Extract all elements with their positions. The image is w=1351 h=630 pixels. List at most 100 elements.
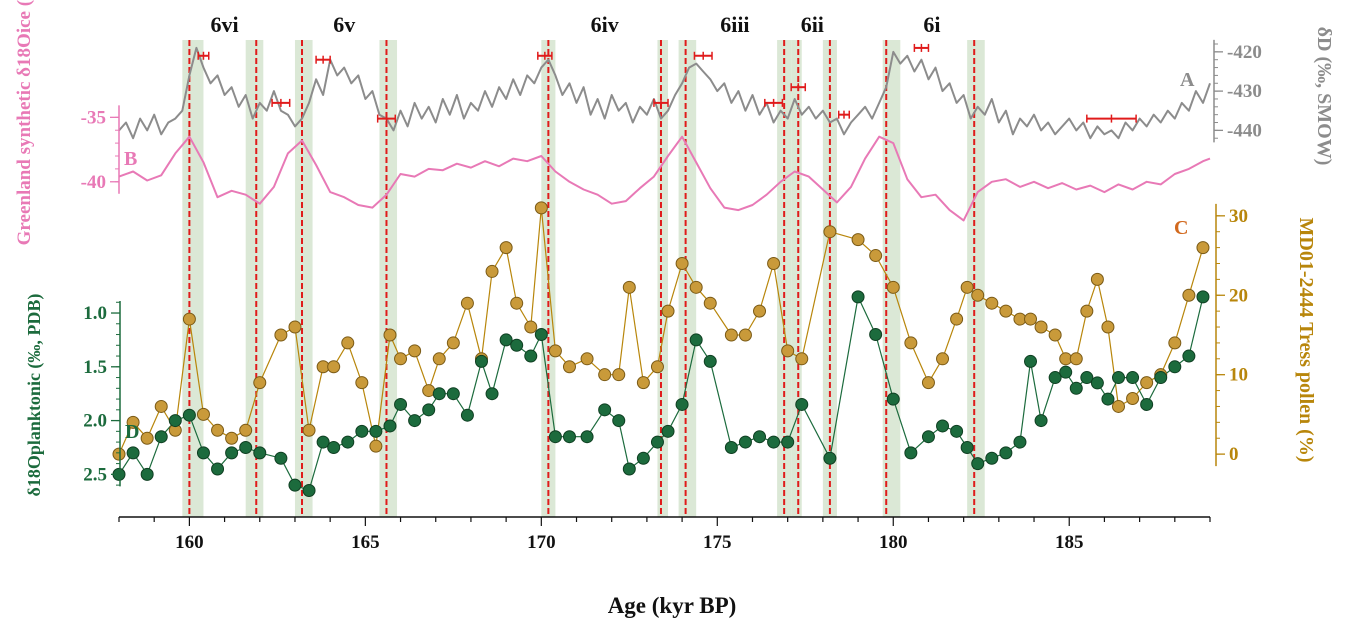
data-point-C (534, 201, 548, 215)
data-point-C (274, 328, 288, 342)
data-point-C (1182, 288, 1196, 302)
data-point-D (1196, 290, 1210, 304)
y-tick-label-A: -430 (1227, 81, 1262, 102)
data-point-C (302, 423, 316, 437)
data-point-D (767, 435, 781, 449)
y-tick-label-C: 10 (1229, 365, 1248, 386)
data-point-D (689, 333, 703, 347)
data-point-C (225, 431, 239, 445)
data-point-C (703, 296, 717, 310)
data-point-D (548, 430, 562, 444)
data-point-C (960, 280, 974, 294)
data-point-C (1034, 320, 1048, 334)
data-point-C (781, 344, 795, 358)
event-label: 6vi (211, 12, 239, 37)
data-point-C (622, 280, 636, 294)
data-point-D (622, 462, 636, 476)
data-point-D (383, 419, 397, 433)
x-tick-label: 175 (703, 532, 732, 553)
data-point-D (1126, 371, 1140, 385)
data-point-D (341, 435, 355, 449)
data-point-C (753, 304, 767, 318)
data-point-C (1140, 376, 1154, 390)
data-point-C (886, 280, 900, 294)
series-line-A (118, 46, 1211, 140)
data-point-C (355, 376, 369, 390)
data-point-C (383, 328, 397, 342)
data-point-C (724, 328, 738, 342)
data-point-D (432, 387, 446, 401)
event-band (294, 40, 313, 517)
data-point-D (904, 446, 918, 460)
data-point-C (985, 296, 999, 310)
data-point-C (460, 296, 474, 310)
data-point-C (1069, 352, 1083, 366)
panel-letter-D: D (125, 421, 139, 443)
data-point-C (524, 320, 538, 334)
data-point-D (485, 387, 499, 401)
data-point-D (394, 397, 408, 411)
y-tick-label-D: 1.5 (83, 357, 107, 378)
data-point-C (1048, 328, 1062, 342)
data-point-C (636, 376, 650, 390)
data-point-D (703, 354, 717, 368)
data-point-D (355, 424, 369, 438)
y-tick-label-C: 0 (1229, 444, 1239, 465)
data-point-C (795, 352, 809, 366)
data-point-D (524, 349, 538, 363)
data-point-C (823, 225, 837, 239)
data-point-D (1080, 371, 1094, 385)
data-point-D (1034, 414, 1048, 428)
data-point-C (253, 376, 267, 390)
data-point-C (446, 336, 460, 350)
data-point-C (327, 360, 341, 374)
y-axis-title-A: δD (‰, SMOW) (1313, 27, 1335, 166)
data-point-C (1111, 399, 1125, 413)
data-point-D (369, 424, 383, 438)
chart-labels: 6vi 6v 6iv 6iii 6ii 6i δD (‰, SMOW) Greenland s… (14, 0, 1335, 496)
data-point-C (1168, 336, 1182, 350)
event-band (967, 40, 985, 517)
data-point-D (510, 338, 524, 352)
data-point-D (422, 403, 436, 417)
event-band (657, 40, 669, 517)
data-point-D (327, 440, 341, 454)
data-point-C (580, 352, 594, 366)
event-band (678, 40, 697, 517)
x-tick-label: 185 (1055, 532, 1084, 553)
x-tick-label: 160 (175, 532, 204, 553)
series-line-B (118, 135, 1211, 222)
data-point-C (1126, 392, 1140, 406)
data-point-D (562, 430, 576, 444)
data-point-D (650, 435, 664, 449)
event-band (245, 40, 264, 517)
event-band (791, 40, 802, 517)
y-tick-label-D: 2.0 (83, 411, 107, 432)
data-point-C (971, 288, 985, 302)
data-point-D (950, 424, 964, 438)
data-point-C (485, 264, 499, 278)
data-point-D (636, 451, 650, 465)
data-point-D (126, 446, 140, 460)
data-point-C (661, 304, 675, 318)
data-point-C (140, 431, 154, 445)
event-label: 6iii (720, 12, 749, 37)
data-point-D (474, 354, 488, 368)
data-point-D (724, 440, 738, 454)
data-point-D (886, 392, 900, 406)
data-point-D (612, 414, 626, 428)
data-point-C (936, 352, 950, 366)
data-point-C (689, 280, 703, 294)
data-point-C (738, 328, 752, 342)
data-point-D (753, 430, 767, 444)
y-tick-label-A: -420 (1227, 42, 1262, 63)
data-point-C (851, 233, 865, 247)
x-tick-label: 170 (527, 532, 556, 553)
data-point-D (971, 457, 985, 471)
data-point-D (499, 333, 513, 347)
data-point-D (823, 451, 837, 465)
data-point-C (548, 344, 562, 358)
event-band (379, 40, 398, 517)
data-point-C (239, 423, 253, 437)
